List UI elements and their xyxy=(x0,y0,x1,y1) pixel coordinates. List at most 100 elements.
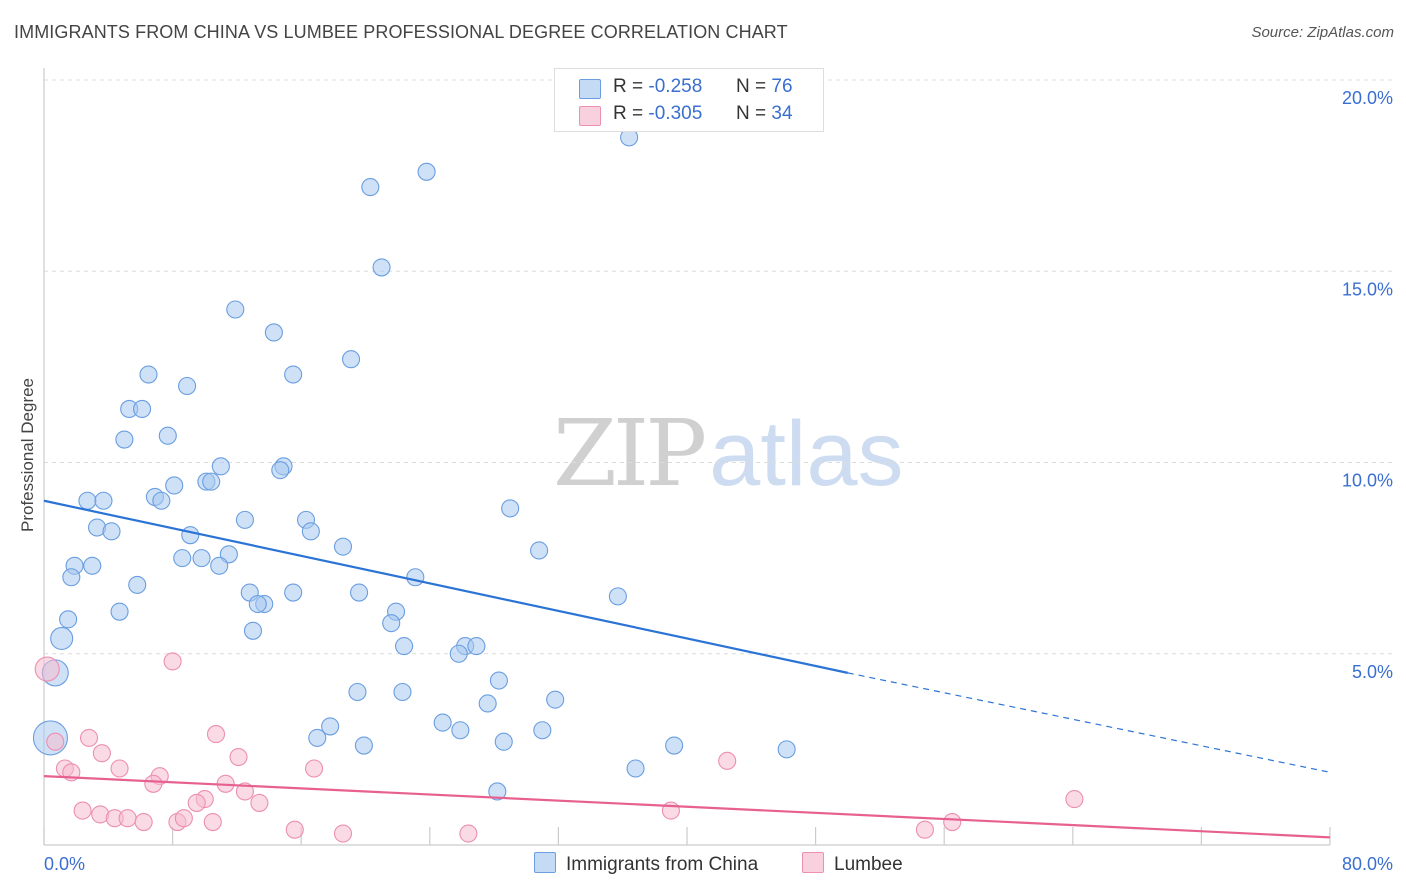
china-point-56 xyxy=(395,637,414,656)
china-point-51 xyxy=(382,614,401,633)
chart-source: Source: ZipAtlas.com xyxy=(1251,24,1394,41)
lumbee-point-7 xyxy=(718,751,737,770)
chart-title: IMMIGRANTS FROM CHINA VS LUMBEE PROFESSI… xyxy=(14,22,788,42)
bottom-legend-lumbee: Lumbee xyxy=(802,852,903,876)
y-tick-label-15: 15.0% xyxy=(1342,279,1393,299)
legend-swatch-lumbee xyxy=(579,106,601,126)
china-point-37 xyxy=(83,556,102,575)
china-point-65 xyxy=(321,717,340,736)
series-lumbee xyxy=(34,652,1084,843)
legend-r-value-lumbee: -0.305 xyxy=(648,103,703,124)
china-point-2 xyxy=(361,178,380,197)
china-point-12 xyxy=(115,430,134,449)
china-point-59 xyxy=(489,671,508,690)
lumbee-point-31 xyxy=(285,820,304,839)
trend-line-china xyxy=(43,499,848,674)
china-point-6 xyxy=(341,350,361,369)
china-point-57 xyxy=(449,644,468,663)
lumbee-point-17 xyxy=(187,793,206,812)
lumbee-point-23 xyxy=(118,809,137,828)
lumbee-point-33 xyxy=(459,824,478,843)
china-point-44 xyxy=(350,583,369,602)
legend-r-value-china: -0.258 xyxy=(648,76,703,97)
bottom-legend-label-china: Immigrants from China xyxy=(566,854,759,875)
legend-n-lumbee: N = 34 xyxy=(736,103,793,124)
china-point-70 xyxy=(354,736,373,755)
watermark-atlas: atlas xyxy=(709,403,904,505)
china-point-60 xyxy=(348,682,367,702)
china-point-30 xyxy=(181,526,200,545)
lumbee-point-18 xyxy=(250,793,269,812)
china-point-4 xyxy=(226,300,245,319)
china-point-38 xyxy=(210,556,229,575)
lumbee-point-5 xyxy=(92,744,111,763)
china-point-52 xyxy=(243,621,263,640)
china-point-64 xyxy=(433,713,452,732)
y-tick-label-20: 20.0% xyxy=(1342,88,1393,108)
china-point-28 xyxy=(102,522,121,541)
lumbee-point-1 xyxy=(163,652,182,671)
china-point-47 xyxy=(248,594,267,614)
china-point-63 xyxy=(478,694,497,713)
lumbee-point-32 xyxy=(333,824,353,843)
china-point-53 xyxy=(50,626,74,651)
china-point-24 xyxy=(501,499,520,518)
china-point-71 xyxy=(494,732,513,751)
china-point-3 xyxy=(372,258,391,277)
bottom-legend-swatch-lumbee xyxy=(802,852,824,873)
china-point-5 xyxy=(264,323,283,342)
china-point-35 xyxy=(192,549,211,568)
china-point-62 xyxy=(546,690,565,709)
bottom-legend-swatch-china xyxy=(534,852,556,873)
axes xyxy=(43,68,1331,846)
china-point-40 xyxy=(406,568,425,587)
correlation-legend: R = -0.258 N = 76 R = -0.305 N = 34 xyxy=(554,68,824,132)
legend-r-lumbee: R = -0.305 xyxy=(613,103,703,124)
lumbee-point-11 xyxy=(305,759,324,778)
y-tick-label-5: 5.0% xyxy=(1352,662,1393,682)
legend-n-value-lumbee: 34 xyxy=(771,103,793,124)
trend-line-china-extension xyxy=(847,672,1331,773)
china-point-14 xyxy=(211,457,230,476)
china-point-39 xyxy=(62,568,81,587)
china-point-41 xyxy=(128,575,147,594)
lumbee-point-20 xyxy=(73,801,92,820)
lumbee-point-30 xyxy=(943,812,962,832)
china-point-48 xyxy=(110,602,129,621)
tick-labels: 5.0% 10.0% 15.0% 20.0% 0.0% 80.0% xyxy=(44,88,1393,874)
watermark: ZIPatlas xyxy=(553,400,904,507)
lumbee-point-27 xyxy=(203,812,222,832)
china-point-50 xyxy=(59,610,78,629)
china-point-66 xyxy=(451,721,470,740)
x-tick-label-80: 80.0% xyxy=(1342,854,1393,874)
china-point-16 xyxy=(271,461,290,480)
bottom-legend-china: Immigrants from China xyxy=(534,852,758,876)
china-point-31 xyxy=(333,537,353,556)
trend-lines xyxy=(43,499,1331,839)
china-point-18 xyxy=(202,472,221,491)
china-point-20 xyxy=(78,491,97,510)
china-point-43 xyxy=(284,583,303,602)
lumbee-point-29 xyxy=(915,820,934,839)
lumbee-point-2 xyxy=(206,725,226,744)
data-points xyxy=(32,128,1084,843)
china-point-7 xyxy=(139,365,158,384)
lumbee-point-3 xyxy=(79,728,99,747)
legend-n-value-china: 76 xyxy=(771,76,793,97)
bottom-legend-label-lumbee: Lumbee xyxy=(834,854,903,875)
china-point-61 xyxy=(393,682,412,702)
china-point-67 xyxy=(533,721,552,740)
china-point-75 xyxy=(488,782,507,801)
legend-r-china: R = -0.258 xyxy=(613,76,703,97)
china-point-19 xyxy=(165,476,184,495)
lumbee-point-13 xyxy=(144,774,163,793)
legend-n-china: N = 76 xyxy=(736,76,793,97)
china-point-74 xyxy=(626,759,645,778)
china-point-21 xyxy=(94,491,113,510)
china-point-45 xyxy=(608,587,627,606)
china-point-55 xyxy=(467,637,486,656)
watermark-zip: ZIP xyxy=(553,400,707,507)
china-point-9 xyxy=(178,376,197,396)
lumbee-point-19 xyxy=(1065,790,1084,809)
china-point-72 xyxy=(665,736,684,755)
